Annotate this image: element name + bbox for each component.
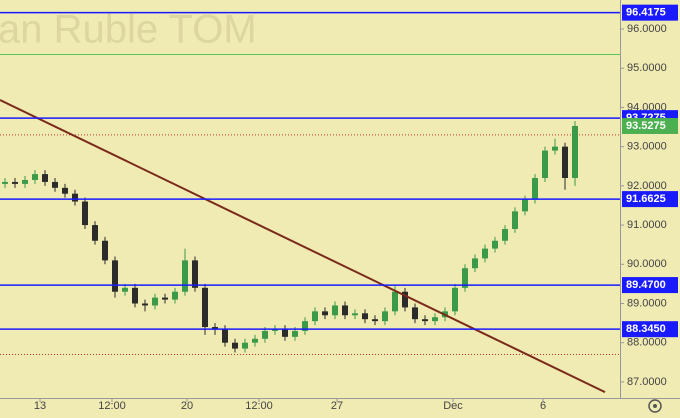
level-label: 89.4700 bbox=[626, 279, 666, 291]
last-price-box bbox=[622, 117, 678, 134]
level-label-box bbox=[622, 321, 678, 338]
y-tick-label: 89.0000 bbox=[627, 297, 667, 309]
candle-body bbox=[152, 297, 158, 306]
candle-body bbox=[282, 328, 288, 337]
candle-body bbox=[562, 146, 568, 179]
y-tick-label: 92.0000 bbox=[627, 180, 667, 192]
level-label: 91.6625 bbox=[626, 193, 666, 205]
x-tick-label: 12:00 bbox=[98, 400, 126, 412]
candle-body bbox=[162, 297, 168, 300]
candle-body bbox=[232, 342, 238, 349]
candle-body bbox=[462, 268, 468, 288]
candle-body bbox=[142, 303, 148, 306]
candle-body bbox=[412, 307, 418, 320]
x-tick-label: 20 bbox=[181, 400, 193, 412]
level-label: 88.3450 bbox=[626, 323, 666, 335]
candle-body bbox=[182, 260, 188, 292]
candle-body bbox=[472, 258, 478, 269]
candle-body bbox=[22, 179, 28, 184]
gear[interactable] bbox=[648, 399, 662, 413]
y-tick-label: 88.0000 bbox=[627, 337, 667, 349]
y-tick-label: 93.0000 bbox=[627, 141, 667, 153]
candle-body bbox=[352, 313, 358, 316]
candle-body bbox=[32, 174, 38, 180]
trend-line bbox=[0, 99, 606, 394]
candle-body bbox=[12, 181, 18, 184]
candle-body bbox=[502, 228, 508, 241]
candle-body bbox=[542, 150, 548, 179]
y-tick-label: 90.0000 bbox=[627, 258, 667, 270]
candle-body bbox=[122, 287, 128, 292]
candle-body bbox=[42, 174, 48, 182]
candle-body bbox=[82, 201, 88, 226]
x-tick-label: 13 bbox=[34, 400, 46, 412]
candle-body bbox=[102, 240, 108, 261]
candle-body bbox=[252, 338, 258, 343]
candle-body bbox=[432, 317, 438, 322]
candle-body bbox=[222, 328, 228, 343]
candle-body bbox=[492, 240, 498, 249]
y-tick-label: 95.0000 bbox=[627, 62, 667, 74]
y-tick-label: 96.0000 bbox=[627, 23, 667, 35]
candle-body bbox=[172, 291, 178, 300]
level-label-box bbox=[622, 277, 678, 294]
candle-body bbox=[342, 305, 348, 316]
candle-body bbox=[402, 291, 408, 308]
candle-body bbox=[422, 319, 428, 322]
candle-body bbox=[2, 181, 8, 184]
candle-body bbox=[302, 321, 308, 331]
candle-body bbox=[132, 287, 138, 304]
candle-body bbox=[192, 260, 198, 288]
candle-body bbox=[552, 146, 558, 151]
x-tick-label: Dec bbox=[443, 400, 463, 412]
level-label: 96.4175 bbox=[626, 7, 666, 19]
candle-body bbox=[62, 187, 68, 194]
candle-body bbox=[332, 305, 338, 316]
level-label-box bbox=[622, 191, 678, 208]
candle-body bbox=[452, 287, 458, 312]
candle-body bbox=[272, 328, 278, 331]
candle-body bbox=[312, 311, 318, 322]
x-tick-label: 6 bbox=[540, 400, 546, 412]
settings-icon[interactable] bbox=[648, 399, 662, 413]
gear-center[interactable] bbox=[653, 404, 657, 408]
candle-body bbox=[72, 193, 78, 202]
watermark: an Ruble TOM bbox=[0, 8, 257, 52]
candle-body bbox=[262, 330, 268, 339]
x-tick-label: 12:00 bbox=[245, 400, 273, 412]
y-tick-label: 91.0000 bbox=[627, 219, 667, 231]
candle-body bbox=[52, 181, 58, 188]
candle-body bbox=[322, 311, 328, 316]
candle-body bbox=[392, 291, 398, 312]
x-tick-label: 27 bbox=[331, 400, 343, 412]
last-price-label: 93.5275 bbox=[626, 120, 666, 132]
candle-body bbox=[202, 287, 208, 328]
candle-body bbox=[532, 178, 538, 200]
candle-body bbox=[292, 330, 298, 337]
candle-body bbox=[482, 248, 488, 259]
candle-body bbox=[242, 342, 248, 349]
candle-body bbox=[382, 311, 388, 322]
candle-body bbox=[362, 313, 368, 320]
candle-body bbox=[92, 225, 98, 241]
y-tick-label: 87.0000 bbox=[627, 376, 667, 388]
candle-body bbox=[372, 319, 378, 322]
candle-body bbox=[212, 327, 218, 329]
candle-body bbox=[112, 260, 118, 292]
candle-body bbox=[522, 199, 528, 212]
candle-body bbox=[572, 125, 578, 179]
level-label-box bbox=[622, 4, 678, 21]
candle-body bbox=[512, 211, 518, 229]
